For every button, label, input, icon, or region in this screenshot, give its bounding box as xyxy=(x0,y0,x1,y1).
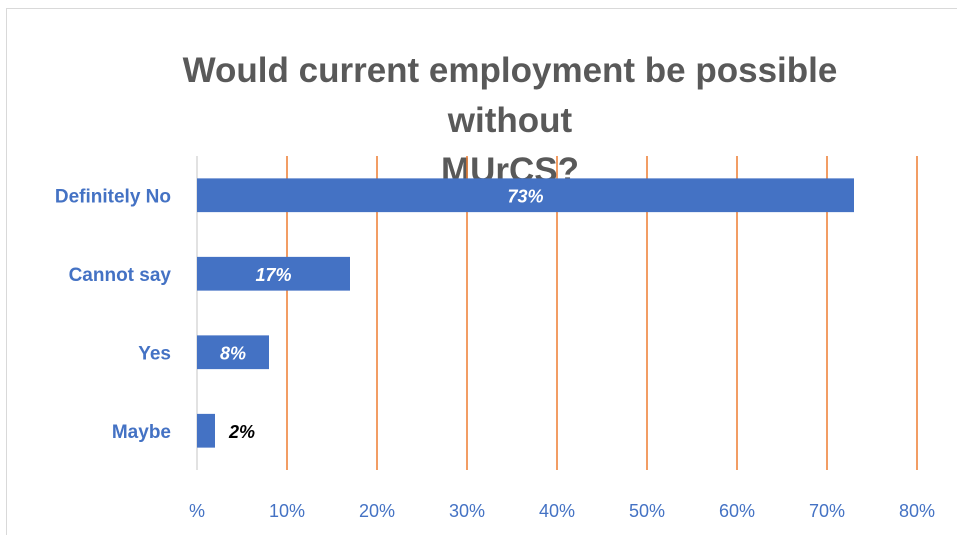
x-tick-label: 40% xyxy=(539,501,575,521)
data-label: 17% xyxy=(255,265,291,285)
x-tick-label: 20% xyxy=(359,501,395,521)
category-label: Maybe xyxy=(112,422,171,443)
category-label: Yes xyxy=(138,343,171,364)
bar xyxy=(197,335,269,370)
x-tick-label: 50% xyxy=(629,501,665,521)
x-tick-label: 30% xyxy=(449,501,485,521)
data-label: 73% xyxy=(507,186,543,206)
data-label: 8% xyxy=(220,343,246,363)
x-tick-label: 10% xyxy=(269,501,305,521)
data-label: 2% xyxy=(228,422,255,442)
x-tick-label: 80% xyxy=(899,501,935,521)
chart-frame xyxy=(6,8,957,535)
chart-title: Would current employment be possible wit… xyxy=(182,51,838,190)
x-tick-label: 60% xyxy=(719,501,755,521)
x-tick-label: 70% xyxy=(809,501,845,521)
category-label: Cannot say xyxy=(69,265,172,286)
category-label: Definitely No xyxy=(55,186,171,207)
bar xyxy=(197,178,854,213)
bar xyxy=(197,256,350,291)
x-tick-label: % xyxy=(189,501,205,521)
bar xyxy=(197,413,215,448)
